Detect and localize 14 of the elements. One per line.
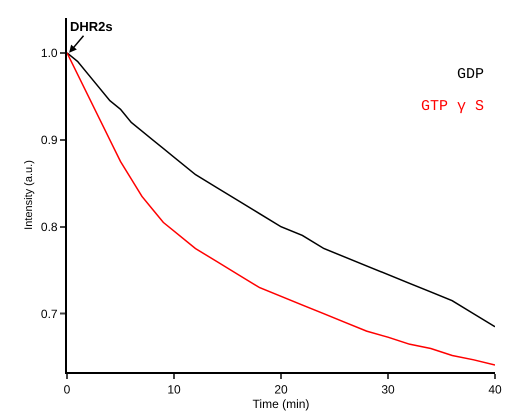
y-tick-label: 0.9: [40, 132, 58, 147]
y-tick-label: 1.0: [40, 46, 58, 60]
x-tick-label: 10: [167, 382, 181, 396]
text: GDP: [457, 66, 484, 83]
x-tick-label: 30: [381, 382, 395, 396]
annotation: DHR2s: [70, 19, 113, 34]
x-tick-label: 0: [64, 382, 71, 396]
x-tick-label: 20: [274, 382, 288, 396]
y-axis-title: Intensity (a.u.): [23, 160, 36, 230]
x-tick-label: 40: [488, 382, 502, 396]
y-tick-label: 0.8: [40, 220, 58, 234]
y-tick-label: 0.7: [40, 306, 58, 321]
x-axis-title: Time (min): [252, 396, 310, 411]
text: GTP γ S: [421, 98, 484, 115]
